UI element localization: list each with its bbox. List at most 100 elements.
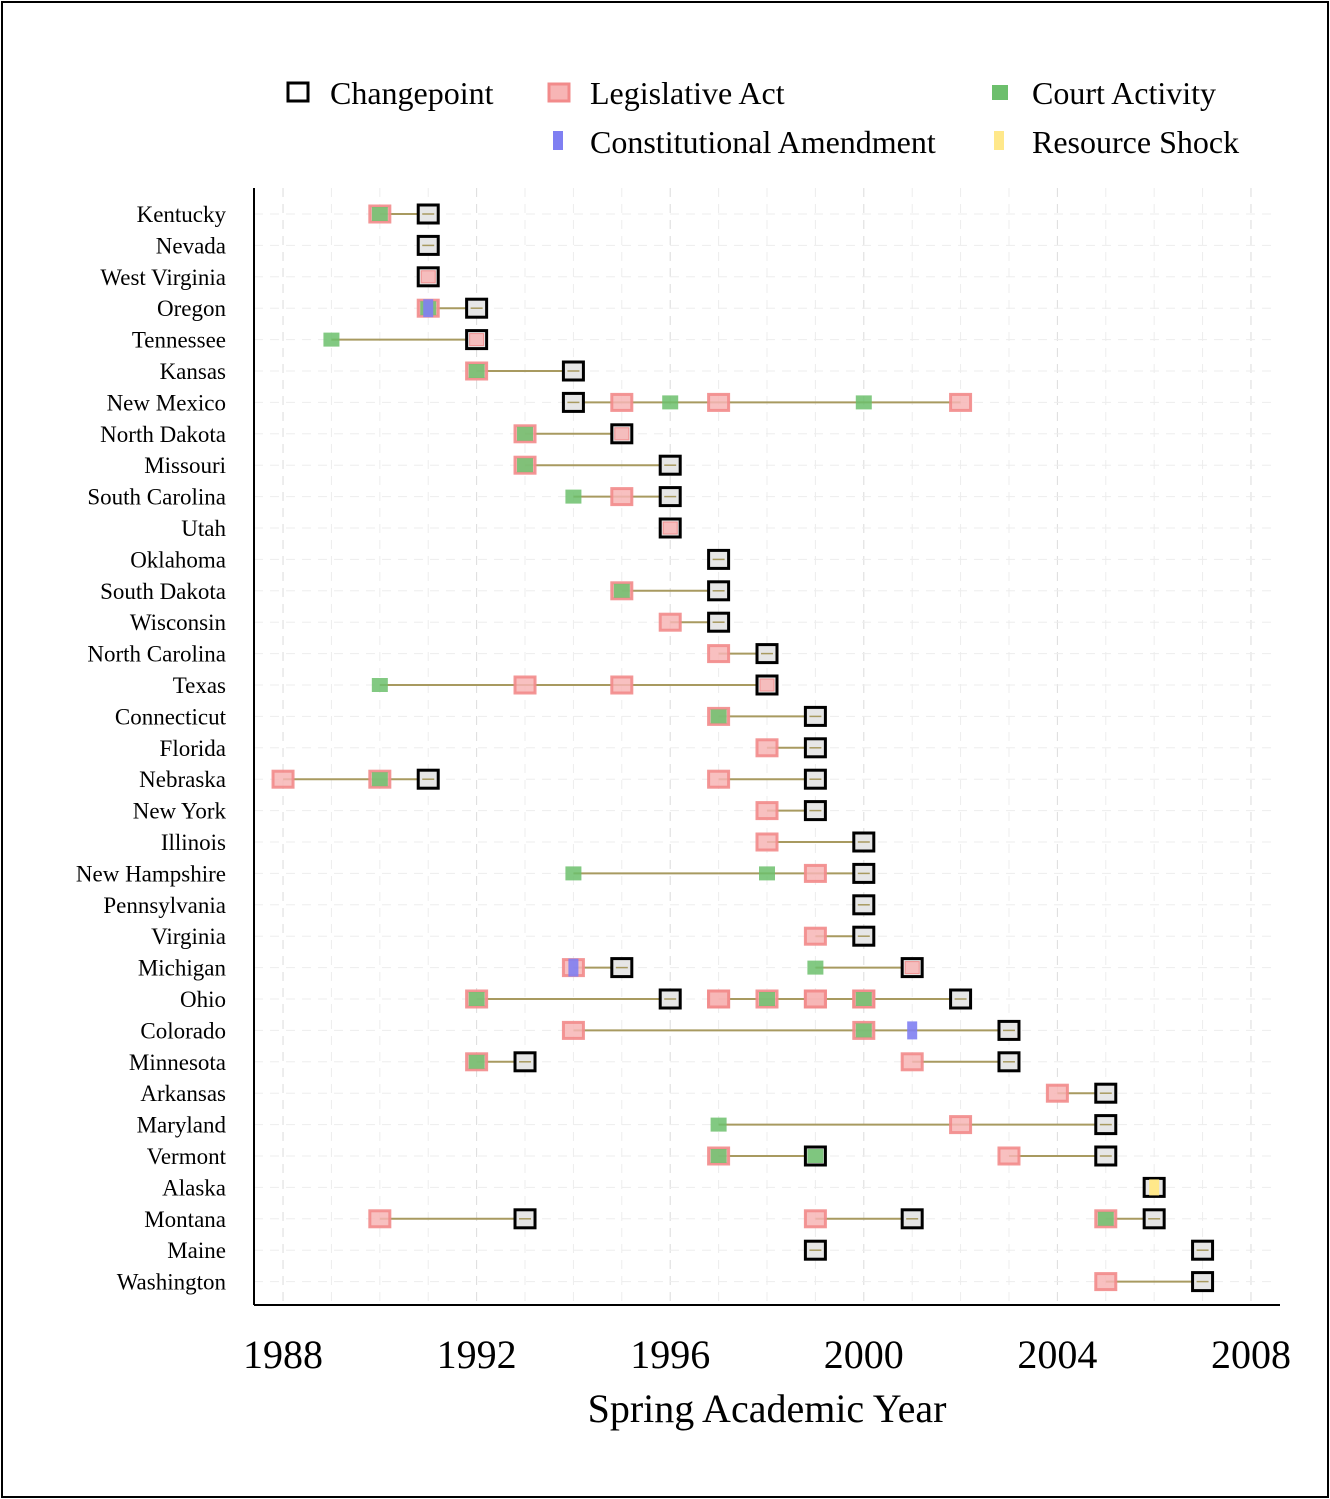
x-tick-label: 1996 (630, 1332, 710, 1377)
state-labels: Kentucky Nevada West Virginia Oregon Tenness… (76, 202, 227, 1295)
legislative-act-marker (803, 926, 827, 946)
legislative-act-marker (707, 644, 731, 664)
state-label: Vermont (147, 1144, 227, 1169)
court-activity-marker (710, 1117, 727, 1132)
event-markers (271, 203, 1215, 1293)
court-activity-marker (468, 1054, 485, 1069)
legend-swatch-changepoint (286, 81, 310, 103)
court-activity-marker (468, 364, 485, 378)
state-label: Utah (181, 516, 226, 541)
court-activity-marker (855, 1023, 872, 1038)
legislative-act-marker (368, 1209, 392, 1229)
state-label: Maine (167, 1238, 226, 1263)
state-label: North Dakota (100, 422, 226, 447)
legislative-act-marker (662, 521, 678, 535)
legend-swatch-amendment (553, 131, 563, 150)
court-activity-marker (517, 458, 534, 473)
legislative-act-marker (949, 392, 973, 412)
legislative-act-marker (803, 1209, 827, 1229)
court-activity-marker (855, 992, 872, 1006)
legislative-act-marker (561, 1020, 585, 1040)
grid-lines (254, 188, 1275, 1304)
court-activity-marker (1097, 1211, 1114, 1226)
state-label: Kansas (160, 359, 226, 384)
x-tick-label: 2008 (1211, 1332, 1291, 1377)
state-label: Florida (160, 736, 226, 761)
legislative-act-marker (1045, 1083, 1069, 1103)
legislative-act-marker (610, 675, 634, 695)
legislative-act-marker (803, 989, 827, 1009)
state-label: Montana (144, 1207, 226, 1232)
legend-item-changepoint: Changepoint (286, 75, 494, 111)
state-label: Minnesota (129, 1050, 226, 1075)
legislative-act-marker (904, 961, 920, 975)
legislative-act-marker (707, 989, 731, 1009)
legislative-act-marker (997, 1146, 1021, 1166)
court-activity-marker (855, 395, 872, 410)
state-label: Alaska (162, 1175, 226, 1200)
legend-label-legislative: Legislative Act (590, 75, 785, 111)
court-activity-marker (371, 207, 388, 221)
legend-swatch-court (992, 85, 1008, 100)
state-label: Illinois (161, 830, 226, 855)
legislative-act-marker (420, 270, 436, 284)
state-label: Oregon (157, 296, 226, 321)
legend: Changepoint Legislative Act Court Activi… (286, 75, 1239, 160)
court-activity-marker (710, 1149, 727, 1163)
x-tick-label: 2000 (824, 1332, 904, 1377)
state-label: Colorado (140, 1018, 226, 1043)
x-tick-label: 1988 (243, 1332, 323, 1377)
axes (253, 188, 1280, 1306)
court-activity-marker (807, 960, 824, 975)
legislative-act-marker (513, 675, 537, 695)
state-label: Nevada (156, 233, 226, 258)
constitutional-amendment-marker (568, 958, 579, 977)
court-activity-marker (759, 992, 775, 1006)
state-label: Michigan (138, 956, 227, 981)
state-label: Oklahoma (130, 547, 226, 572)
legislative-act-marker (658, 612, 682, 632)
legend-item-court: Court Activity (992, 75, 1216, 111)
state-label: Arkansas (140, 1081, 226, 1106)
state-label: New Hampshire (76, 861, 226, 886)
legislative-act-marker (610, 487, 634, 507)
legend-label-changepoint: Changepoint (330, 75, 494, 111)
court-activity-marker (565, 866, 582, 881)
legislative-act-marker (900, 1052, 924, 1072)
court-activity-marker (613, 583, 630, 598)
legislative-act-marker (759, 678, 775, 692)
legislative-act-marker (469, 333, 485, 347)
state-label: Ohio (180, 987, 226, 1012)
state-label: South Carolina (87, 485, 226, 510)
state-label: Connecticut (115, 704, 227, 729)
state-label: Maryland (137, 1113, 227, 1138)
x-tick-labels: 1988 1992 1996 2000 2004 2008 (243, 1332, 1291, 1377)
court-activity-marker (759, 866, 775, 881)
court-activity-marker (710, 709, 727, 724)
x-axis-title: Spring Academic Year (588, 1386, 947, 1431)
state-label: Nebraska (139, 767, 226, 792)
state-label: Washington (117, 1270, 227, 1295)
state-label: New York (133, 799, 227, 824)
legend-item-shock: Resource Shock (994, 124, 1239, 160)
court-activity-marker (807, 1149, 824, 1163)
legend-label-court: Court Activity (1032, 75, 1216, 111)
legislative-act-marker (707, 769, 731, 789)
constitutional-amendment-marker (423, 299, 434, 318)
state-label: New Mexico (107, 390, 226, 415)
legend-swatch-legislative (547, 82, 571, 103)
legislative-act-marker (803, 863, 827, 883)
legend-swatch-shock (994, 131, 1004, 150)
legislative-act-marker (271, 769, 295, 789)
legislative-act-marker (1094, 1272, 1118, 1292)
state-label: Virginia (151, 924, 226, 949)
state-label: Tennessee (132, 328, 226, 353)
court-activity-marker (662, 395, 679, 410)
state-label: Texas (173, 673, 226, 698)
legend-label-shock: Resource Shock (1032, 124, 1239, 160)
state-label: West Virginia (100, 265, 226, 290)
state-label: Missouri (144, 453, 226, 478)
legislative-act-marker (755, 801, 779, 821)
